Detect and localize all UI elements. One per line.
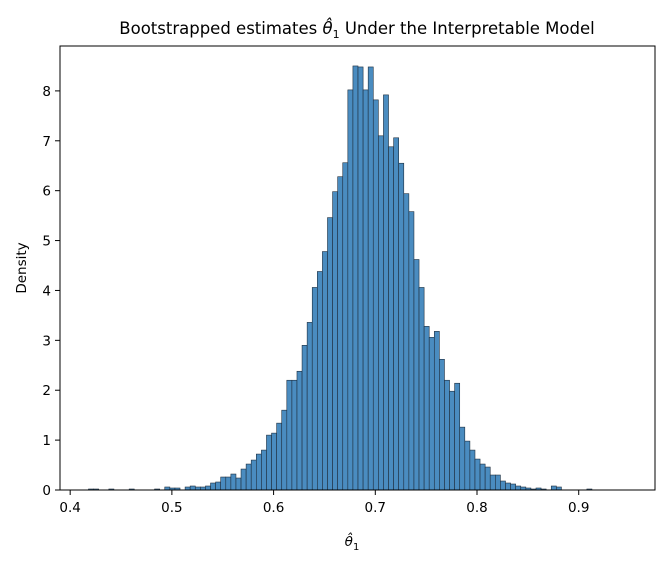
histogram-bar (240, 468, 247, 491)
histogram-bar (261, 449, 267, 491)
histogram-bar (439, 358, 445, 491)
histogram-bar (245, 463, 252, 491)
histogram-bar (423, 326, 430, 491)
x-axis-label-theta: θ̂ (345, 532, 353, 550)
x-tick-label: 0.7 (365, 500, 386, 516)
histogram-bar (255, 453, 262, 491)
plot-frame (59, 45, 656, 491)
histogram-bar (230, 473, 237, 491)
y-tick-label: 4 (42, 283, 51, 299)
histogram-bar (388, 146, 394, 491)
histogram-bar (383, 94, 389, 491)
histogram-bar (454, 382, 461, 491)
histogram-bar (337, 176, 344, 491)
histogram-bar (474, 458, 481, 491)
x-tick-label: 0.6 (263, 500, 284, 516)
histogram-bar (352, 65, 359, 491)
y-tick-label: 7 (42, 134, 51, 150)
histogram-bar (428, 337, 435, 491)
histogram-bar (510, 483, 516, 491)
x-axis-ticks: 0.4 0.5 0.6 0.7 0.8 0.9 (59, 490, 589, 516)
y-tick-label: 2 (42, 383, 51, 399)
histogram-bar (500, 480, 506, 491)
chart-title: Bootstrapped estimates θ̂1 Under the Int… (119, 18, 594, 41)
histogram-bar (459, 426, 466, 491)
histogram-bar (286, 379, 293, 491)
histogram-bar (327, 217, 333, 491)
histogram-bar (398, 162, 405, 491)
x-axis-label-subscript: 1 (353, 542, 359, 553)
y-tick-label: 3 (42, 333, 51, 349)
histogram-bar (357, 66, 364, 491)
x-tick-label: 0.9 (568, 500, 589, 516)
histogram-bar (317, 271, 323, 491)
histogram-bar (291, 379, 298, 491)
histogram-bar (332, 191, 338, 491)
histogram-bar (220, 476, 227, 491)
histogram-bar (484, 466, 491, 491)
histogram-bar (281, 409, 288, 491)
histogram-bar (413, 259, 420, 491)
histogram-bar (469, 449, 476, 491)
histogram-bar (271, 432, 277, 491)
y-axis-label: Density (14, 242, 30, 293)
histogram-bar (393, 137, 399, 491)
histogram-bar (550, 485, 557, 491)
histogram-bar (378, 135, 384, 491)
x-tick-label: 0.8 (466, 500, 487, 516)
title-suffix: Under the Interpretable Model (340, 19, 595, 38)
histogram-bar (362, 89, 369, 491)
histogram-bar (444, 379, 450, 491)
histogram-bar (301, 345, 308, 491)
histogram-bar (276, 422, 283, 491)
histogram-bar (296, 370, 303, 491)
histogram-bar (464, 440, 471, 491)
histogram-bar (189, 485, 196, 491)
title-prefix: Bootstrapped estimates (119, 19, 322, 38)
y-tick-label: 0 (42, 483, 51, 499)
histogram-bar (479, 463, 486, 491)
histogram-bar (403, 193, 410, 491)
x-tick-label: 0.5 (161, 500, 182, 516)
histogram-bar (495, 474, 501, 491)
title-theta-symbol: θ̂ (323, 18, 333, 38)
y-tick-label: 1 (42, 433, 51, 449)
y-axis-ticks: 0 1 2 3 4 5 6 7 8 (42, 84, 60, 499)
histogram-bar (205, 485, 211, 491)
y-tick-label: 6 (42, 184, 51, 200)
histogram-bar (322, 251, 328, 491)
histogram-bar (235, 477, 242, 491)
histogram-bar (266, 434, 272, 491)
histogram-bar (306, 322, 313, 491)
histogram-bar (489, 474, 496, 491)
histogram-bar (210, 482, 216, 491)
histogram-bars (88, 65, 593, 491)
histogram-bar (225, 476, 232, 491)
histogram-bar (250, 459, 257, 491)
y-tick-label: 8 (42, 84, 51, 100)
y-tick-label: 5 (42, 234, 51, 250)
x-tick-label: 0.4 (59, 500, 80, 516)
histogram-bar (311, 287, 318, 491)
histogram-bar (505, 482, 511, 491)
histogram-bar (449, 390, 455, 491)
histogram-bar (433, 331, 440, 491)
title-theta-subscript: 1 (333, 28, 340, 41)
histogram-bar (418, 287, 425, 491)
x-axis-label: θ̂1 (345, 532, 360, 553)
histogram-bar (367, 66, 374, 491)
histogram-bar (347, 89, 354, 491)
histogram-bar (372, 99, 379, 491)
histogram-bar (342, 162, 349, 491)
histogram-bar (515, 485, 522, 491)
histogram-bar (408, 211, 415, 491)
histogram-bar (215, 481, 222, 491)
